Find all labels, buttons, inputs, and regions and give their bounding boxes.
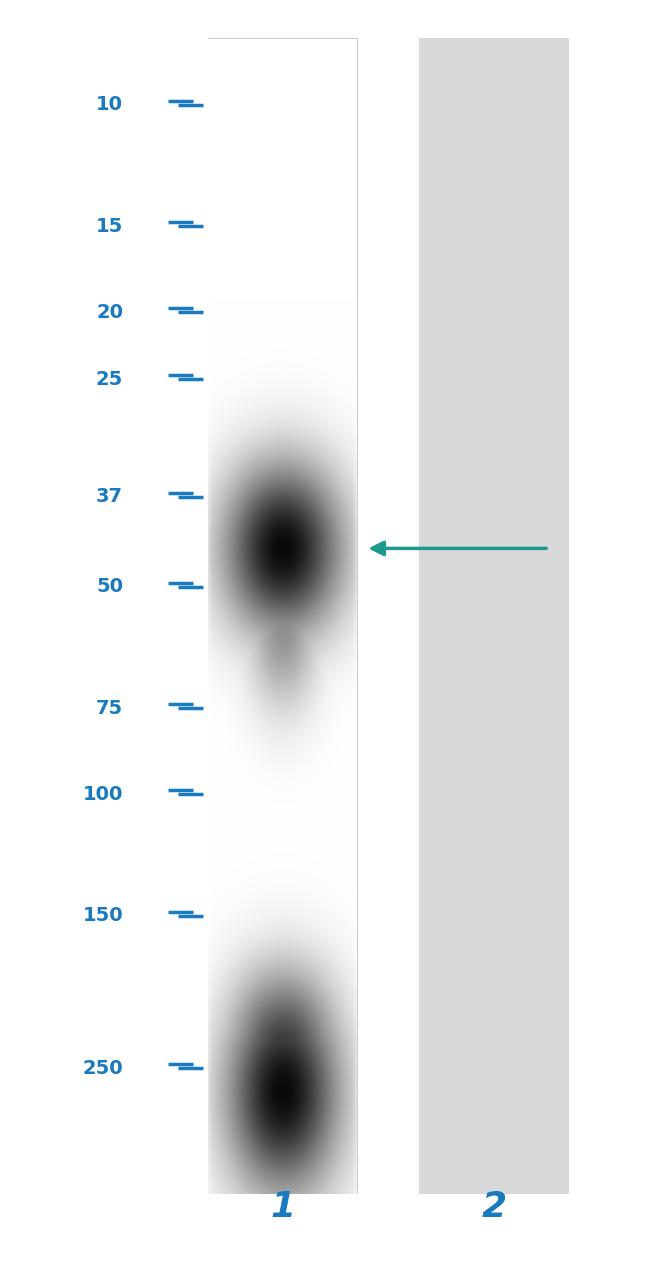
Text: 25: 25 (96, 370, 123, 389)
Text: 2: 2 (482, 1190, 506, 1224)
Text: 50: 50 (96, 577, 123, 596)
Text: 100: 100 (83, 785, 123, 804)
Text: 250: 250 (83, 1059, 123, 1078)
Text: 15: 15 (96, 217, 123, 236)
Bar (208, 38, 358, 1194)
Bar (419, 38, 569, 1194)
Text: 37: 37 (96, 486, 123, 505)
Text: 20: 20 (96, 302, 123, 321)
Text: 75: 75 (96, 698, 123, 718)
Text: 1: 1 (270, 1190, 295, 1224)
Text: 150: 150 (83, 906, 123, 925)
Text: 10: 10 (96, 95, 123, 114)
